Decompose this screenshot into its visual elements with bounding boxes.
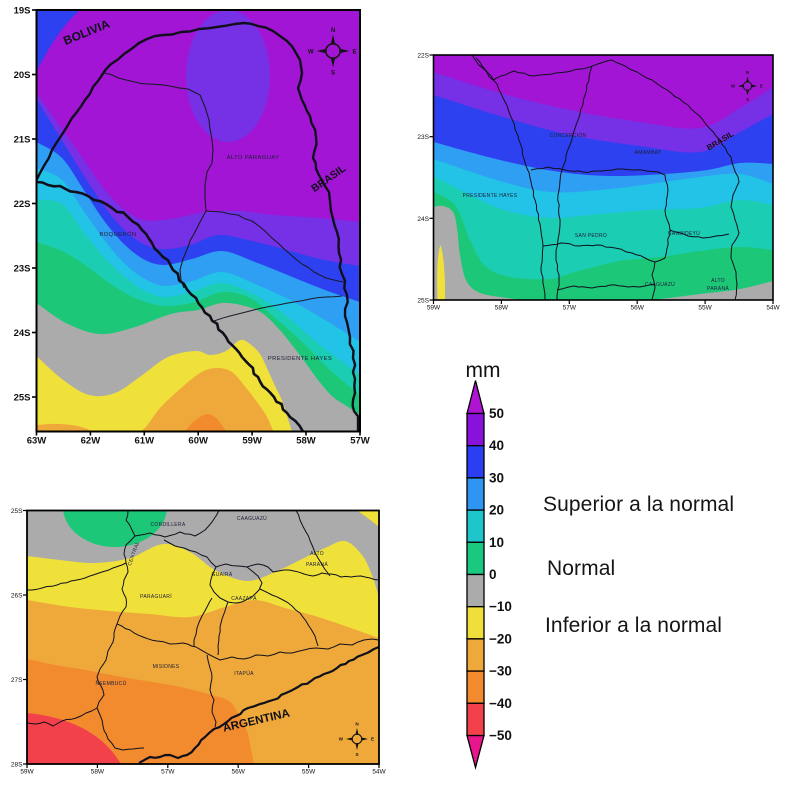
svg-text:E: E	[760, 84, 763, 89]
svg-text:CANINDEYÚ: CANINDEYÚ	[668, 230, 700, 237]
svg-text:24S: 24S	[14, 328, 31, 339]
svg-text:PRESIDENTE HAYES: PRESIDENTE HAYES	[268, 356, 332, 362]
svg-text:PARAGUARÍ: PARAGUARÍ	[140, 593, 172, 600]
svg-text:−40: −40	[489, 696, 512, 711]
svg-text:54W: 54W	[372, 769, 386, 776]
svg-text:N: N	[355, 722, 359, 727]
svg-text:22S: 22S	[14, 199, 31, 210]
svg-text:S: S	[355, 752, 358, 757]
svg-text:50: 50	[489, 406, 504, 421]
svg-text:−50: −50	[489, 728, 512, 743]
svg-text:55W: 55W	[302, 769, 316, 776]
svg-text:25S: 25S	[14, 393, 31, 404]
svg-text:E: E	[371, 737, 374, 742]
svg-text:20S: 20S	[14, 70, 31, 81]
svg-text:PRESIDENTE HAYES: PRESIDENTE HAYES	[463, 193, 518, 199]
svg-text:W: W	[308, 49, 314, 55]
svg-text:S: S	[746, 97, 749, 102]
svg-text:57W: 57W	[161, 769, 175, 776]
svg-text:21S: 21S	[14, 135, 31, 146]
svg-text:W: W	[731, 84, 735, 89]
svg-text:PARANÁ: PARANÁ	[306, 561, 328, 568]
svg-text:W: W	[339, 737, 344, 742]
svg-text:25S: 25S	[11, 508, 23, 515]
svg-text:N: N	[746, 70, 749, 75]
svg-text:CONCEPCIÓN: CONCEPCIÓN	[550, 132, 587, 139]
svg-text:Normal: Normal	[547, 557, 615, 580]
svg-text:S: S	[331, 71, 335, 77]
svg-text:40: 40	[489, 438, 504, 453]
svg-text:10: 10	[489, 535, 504, 550]
svg-text:30: 30	[489, 470, 504, 485]
svg-text:63W: 63W	[27, 436, 47, 447]
svg-text:CAAZAPÁ: CAAZAPÁ	[231, 595, 257, 602]
svg-text:56W: 56W	[232, 769, 246, 776]
svg-text:20: 20	[489, 503, 504, 518]
svg-text:PARANÁ: PARANÁ	[707, 285, 729, 292]
svg-text:ALTO PARAGUAY: ALTO PARAGUAY	[227, 155, 280, 161]
svg-text:CAAGUAZÚ: CAAGUAZÚ	[237, 515, 267, 522]
svg-text:56W: 56W	[631, 305, 645, 312]
svg-text:59W: 59W	[20, 769, 34, 776]
svg-text:19S: 19S	[14, 6, 31, 17]
svg-text:28S: 28S	[11, 762, 23, 769]
svg-text:ALTO: ALTO	[310, 551, 324, 557]
svg-text:57W: 57W	[563, 305, 577, 312]
svg-text:60W: 60W	[188, 436, 208, 447]
svg-text:AMAMBAY: AMAMBAY	[635, 150, 662, 156]
svg-text:22S: 22S	[417, 53, 429, 60]
svg-text:23S: 23S	[14, 264, 31, 275]
svg-text:−10: −10	[489, 599, 512, 614]
svg-text:61W: 61W	[135, 436, 155, 447]
svg-text:55W: 55W	[698, 305, 712, 312]
svg-text:25S: 25S	[417, 298, 429, 305]
svg-text:Inferior a la normal: Inferior a la normal	[545, 614, 722, 637]
svg-text:CORDILLERA: CORDILLERA	[151, 522, 186, 528]
svg-text:0: 0	[489, 567, 497, 582]
svg-text:24S: 24S	[417, 216, 429, 223]
svg-text:26S: 26S	[11, 593, 23, 600]
svg-text:mm: mm	[466, 359, 501, 382]
svg-text:ALTO: ALTO	[711, 278, 725, 284]
svg-text:59W: 59W	[242, 436, 262, 447]
svg-text:59W: 59W	[427, 305, 441, 312]
svg-text:62W: 62W	[81, 436, 101, 447]
svg-text:54W: 54W	[766, 305, 780, 312]
svg-text:MISIONES: MISIONES	[153, 664, 180, 670]
svg-text:−20: −20	[489, 631, 512, 646]
svg-text:23S: 23S	[417, 134, 429, 141]
svg-text:E: E	[353, 49, 357, 55]
svg-text:ITAPÚA: ITAPÚA	[234, 670, 254, 677]
svg-text:N: N	[331, 28, 335, 34]
svg-text:ÑEEMBUCÚ: ÑEEMBUCÚ	[95, 680, 126, 687]
svg-text:58W: 58W	[495, 305, 509, 312]
svg-text:Superior a la normal: Superior a la normal	[543, 493, 734, 516]
svg-text:−30: −30	[489, 664, 512, 679]
svg-text:GUAIRÁ: GUAIRÁ	[212, 571, 233, 578]
svg-text:58W: 58W	[91, 769, 105, 776]
svg-text:BOQUERÓN: BOQUERÓN	[99, 231, 136, 238]
svg-text:SAN PEDRO: SAN PEDRO	[575, 233, 607, 239]
svg-text:57W: 57W	[350, 436, 370, 447]
svg-text:CAAGUAZÚ: CAAGUAZÚ	[645, 281, 675, 288]
svg-text:58W: 58W	[296, 436, 316, 447]
svg-text:27S: 27S	[11, 677, 23, 684]
